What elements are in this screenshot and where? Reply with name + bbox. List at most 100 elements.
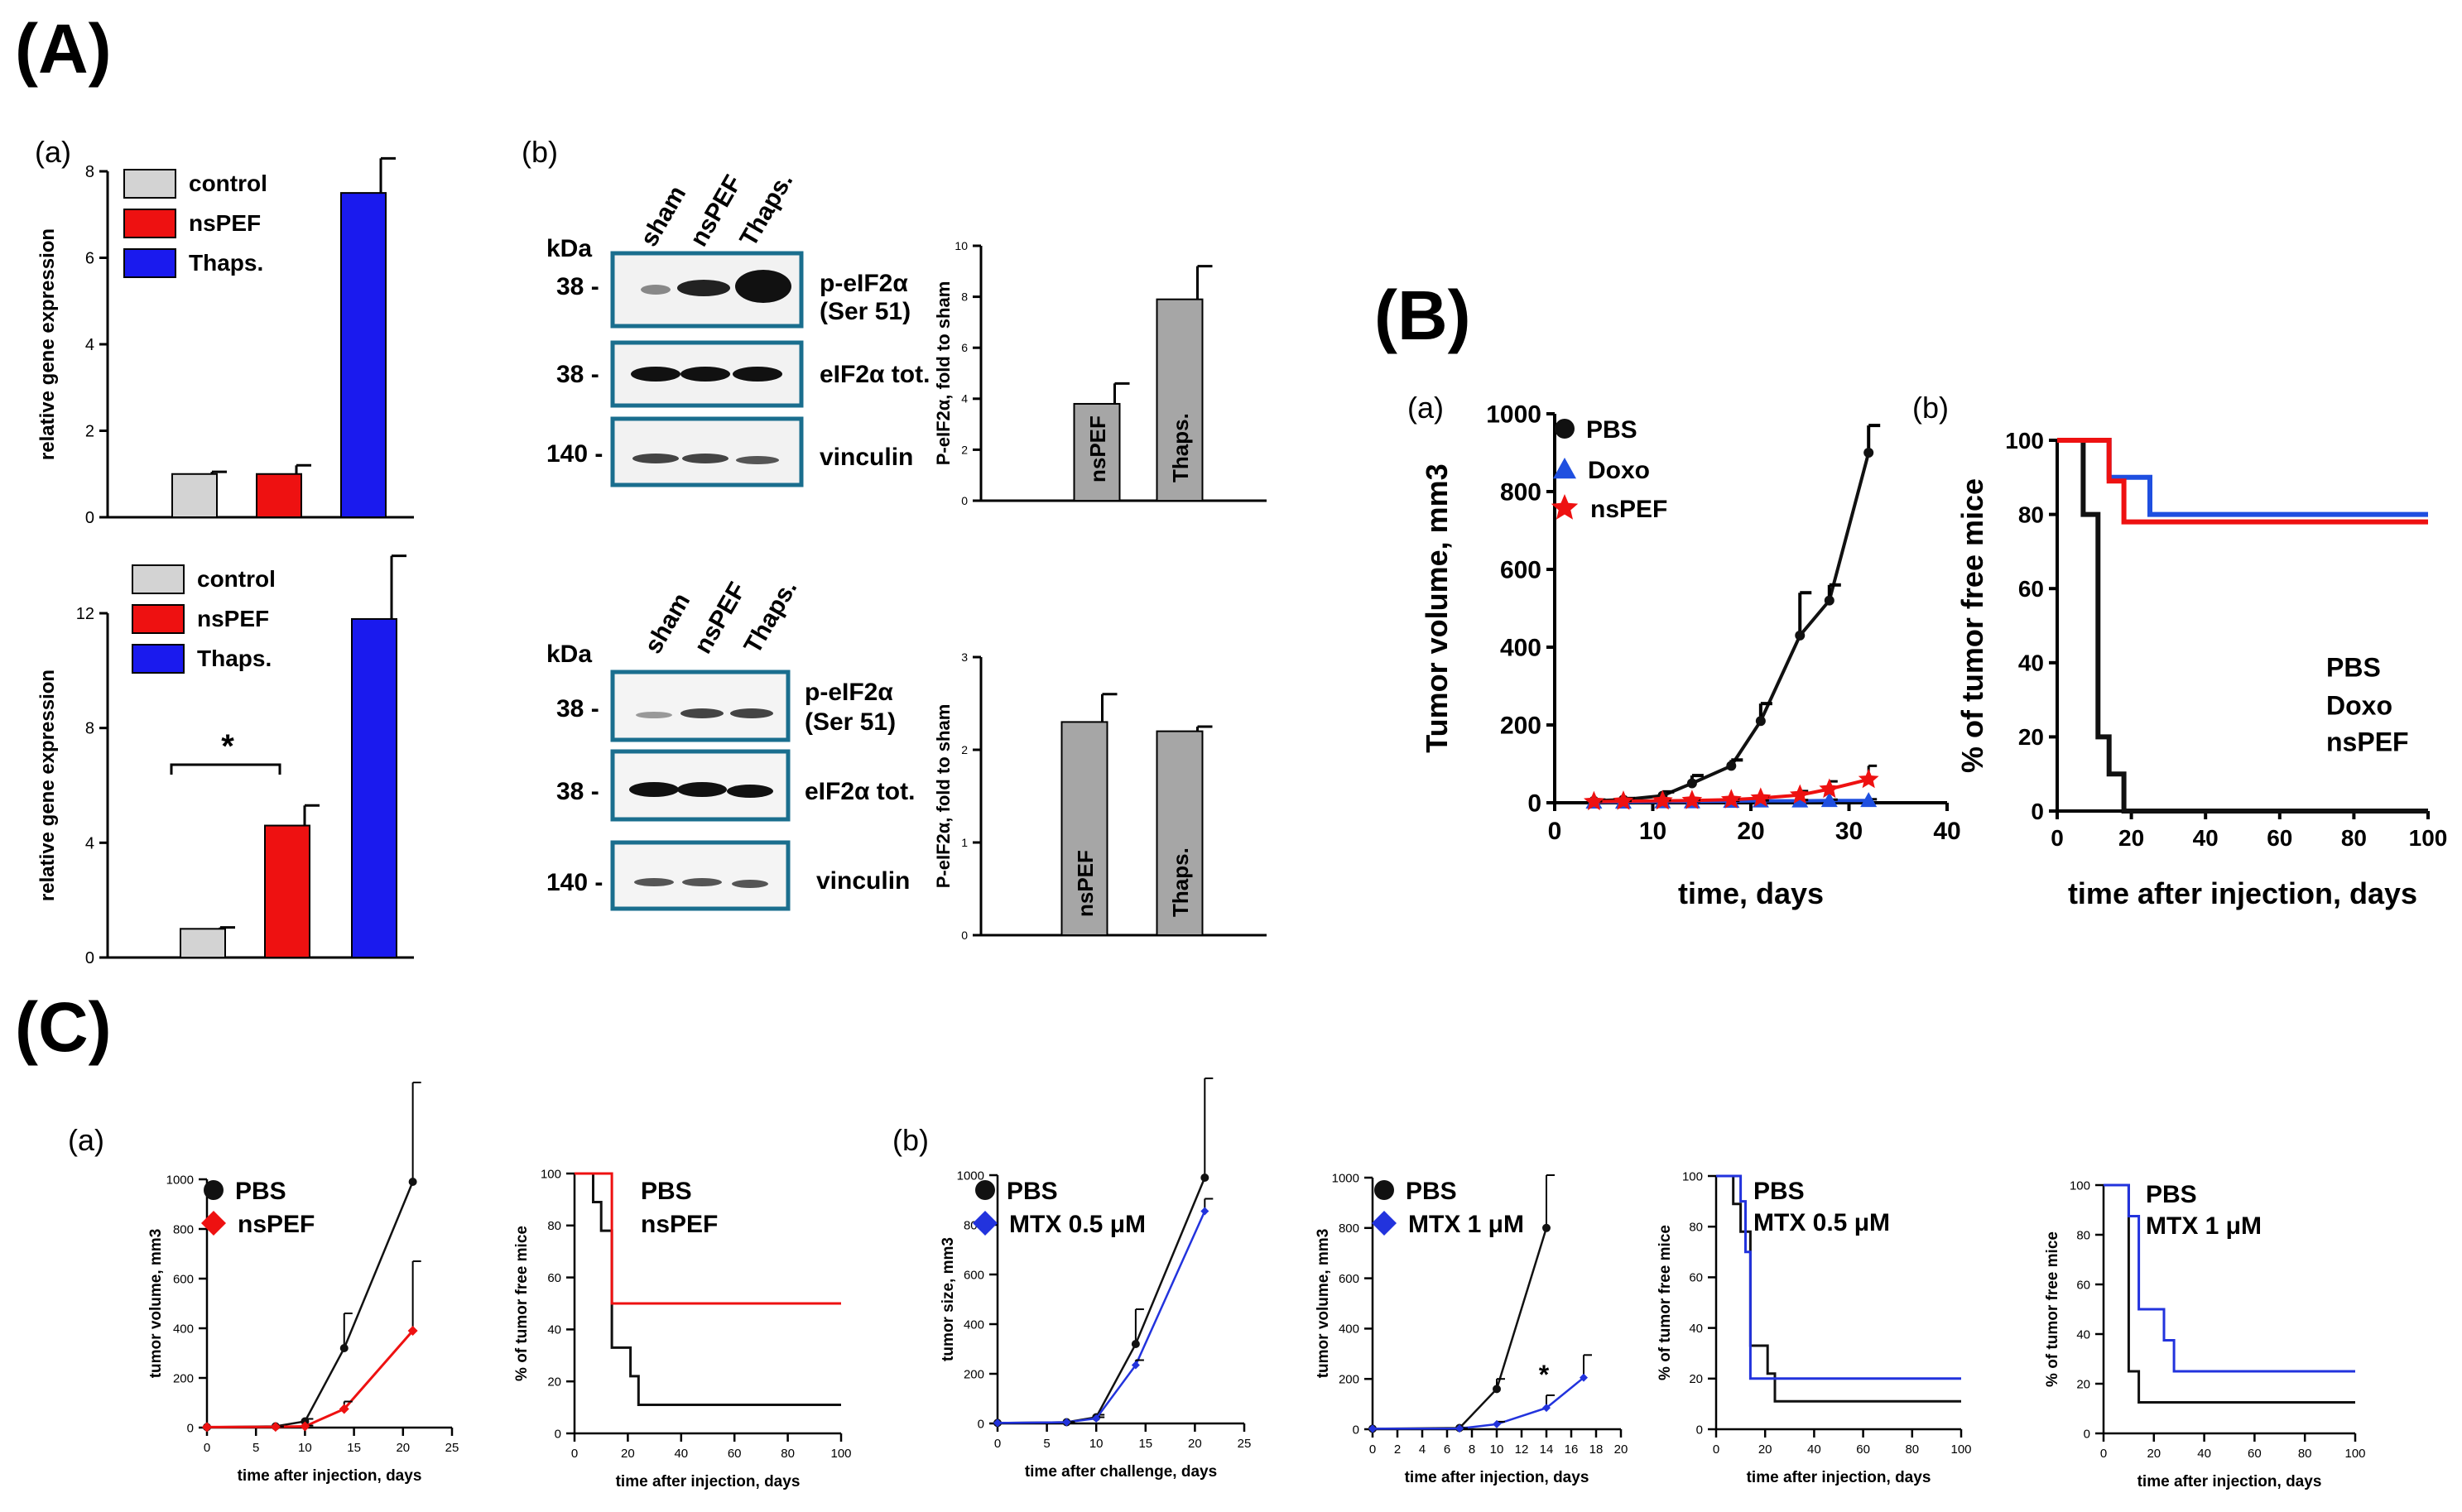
chart-A-b-bottom: 0 1 2 3 P-eIF2α, fold to sham nsPEF Thaps. bbox=[933, 650, 1267, 942]
y-tick-label: 80 bbox=[547, 1219, 561, 1233]
data-point bbox=[1553, 458, 1576, 479]
legend-label-mtx-1-m: MTX 1 μM bbox=[1408, 1211, 1524, 1238]
y-tick-label: 100 bbox=[1682, 1169, 1703, 1183]
legend-label-nspef: nsPEF bbox=[2326, 727, 2409, 757]
bar-control bbox=[171, 473, 218, 518]
data-point bbox=[201, 1211, 226, 1236]
y-axis-label: relative gene expression bbox=[36, 228, 59, 460]
y-tick-label: 80 bbox=[2076, 1228, 2090, 1242]
legend-label-mtx-0-5-m: MTX 0.5 μM bbox=[1009, 1211, 1146, 1238]
bar-nspef bbox=[1060, 721, 1108, 937]
y-tick-label: 200 bbox=[1500, 713, 1541, 740]
x-tick-label: 100 bbox=[830, 1447, 851, 1461]
wb-band bbox=[682, 454, 729, 463]
data-point bbox=[300, 1421, 310, 1432]
x-tick-label: 0 bbox=[994, 1437, 1001, 1451]
data-point bbox=[204, 1180, 224, 1200]
wb-kda-label: kDa bbox=[546, 235, 592, 262]
wb-band bbox=[735, 270, 791, 303]
x-tick-label: 12 bbox=[1515, 1442, 1529, 1457]
y-tick-label: 10 bbox=[955, 239, 968, 252]
wb-lane-label-thaps: Thaps. bbox=[738, 575, 802, 658]
y-tick-label: 20 bbox=[1689, 1372, 1703, 1386]
y-tick-label: 80 bbox=[1689, 1220, 1703, 1234]
charts: 0 2 4 6 8 relative gene expression control nsPE… bbox=[36, 156, 2447, 1490]
x-tick-label: 0 bbox=[571, 1447, 578, 1461]
legend-label-pbs: PBS bbox=[1007, 1178, 1058, 1205]
y-tick-label: 3 bbox=[961, 650, 968, 664]
data-point bbox=[1374, 1180, 1394, 1200]
y-tick-label: 1000 bbox=[1332, 1171, 1359, 1185]
legend-label-nspef: nsPEF bbox=[197, 606, 269, 631]
wb-band-label-ser51: (Ser 51) bbox=[820, 298, 911, 325]
chart-C-a-1: 0 200 400 600 800 1000 0 5 10 15 20 25 time after in… bbox=[147, 1082, 459, 1485]
data-point bbox=[1824, 595, 1834, 606]
bar-thaps bbox=[351, 617, 397, 959]
data-point bbox=[1720, 789, 1742, 809]
x-tick-label: 15 bbox=[1138, 1437, 1152, 1451]
x-tick-label: 4 bbox=[1419, 1442, 1426, 1457]
series-line-mtx-1-m bbox=[1372, 1376, 1584, 1430]
data-point bbox=[1750, 787, 1772, 807]
bar-label-thaps: Thaps. bbox=[1168, 847, 1193, 917]
wb-band-label-p-eif2a: p-eIF2α bbox=[805, 679, 893, 706]
x-tick-label: 80 bbox=[1905, 1442, 1919, 1457]
y-tick-label: 200 bbox=[1339, 1372, 1359, 1386]
y-axis-label: P-eIF2α, fold to sham bbox=[933, 281, 954, 466]
y-tick-label: 20 bbox=[547, 1375, 561, 1389]
y-tick-label: 600 bbox=[964, 1268, 984, 1282]
chart-B-a: 0 200 400 600 800 1000 0 10 20 30 40 time, days Tumo… bbox=[1420, 401, 1961, 911]
y-tick-label: 600 bbox=[1500, 557, 1541, 584]
bar-nspef bbox=[1073, 402, 1121, 502]
wb-lane-label-sham: sham bbox=[639, 588, 695, 658]
y-tick-label: 600 bbox=[173, 1272, 194, 1286]
y-tick-label: 200 bbox=[173, 1371, 194, 1385]
y-tick-label: 0 bbox=[2084, 1427, 2090, 1441]
data-point bbox=[973, 1211, 998, 1236]
x-tick-label: 80 bbox=[2341, 825, 2367, 851]
chart-C-a-2: 0 20 40 60 80 100 0 20 40 60 80 100 time after injec… bbox=[513, 1167, 852, 1490]
western-blot-bottom: kDa sham nsPEF Thaps. 38 - 38 - 140 - p-… bbox=[546, 575, 915, 911]
data-point bbox=[1791, 792, 1809, 808]
legend-label-control: control bbox=[189, 170, 267, 196]
data-point bbox=[1368, 1424, 1377, 1433]
wb-box-p-eif2a bbox=[610, 670, 791, 742]
bar-nspef bbox=[264, 824, 310, 958]
x-tick-label: 25 bbox=[445, 1441, 459, 1455]
x-tick-label: 10 bbox=[1490, 1442, 1504, 1457]
x-tick-label: 40 bbox=[2197, 1447, 2211, 1461]
data-point bbox=[1580, 1373, 1588, 1382]
y-tick-label: 1000 bbox=[957, 1169, 984, 1183]
significance-star: * bbox=[221, 728, 234, 765]
y-tick-label: 80 bbox=[2018, 502, 2044, 527]
y-tick-label: 100 bbox=[2005, 428, 2044, 454]
data-point bbox=[1131, 1340, 1140, 1348]
wb-mw-140: 140 - bbox=[546, 869, 603, 896]
wb-band bbox=[727, 785, 773, 798]
legend-label-pbs: PBS bbox=[1406, 1178, 1457, 1205]
wb-band bbox=[680, 708, 724, 718]
series-line-pbs bbox=[575, 1172, 841, 1406]
wb-band-label-p-eif2a: p-eIF2α bbox=[820, 270, 908, 297]
data-point bbox=[1652, 790, 1673, 810]
wb-mw-38-a: 38 - bbox=[556, 695, 599, 722]
x-tick-label: 0 bbox=[2100, 1447, 2107, 1461]
data-point bbox=[1858, 768, 1879, 789]
data-point bbox=[993, 1418, 1002, 1428]
series-line-pbs bbox=[2057, 438, 2428, 814]
x-tick-label: 20 bbox=[621, 1447, 635, 1461]
series-line-doxo bbox=[2057, 438, 2428, 517]
y-tick-label: 0 bbox=[961, 929, 968, 942]
x-tick-label: 30 bbox=[1835, 818, 1863, 845]
wb-band-label-vinculin: vinculin bbox=[820, 444, 913, 471]
y-axis-label: tumor size, mm3 bbox=[940, 1237, 957, 1361]
chart-C-b-2: 0 200 400 600 800 1000 0 2 4 6 8 10 12 14 16 18 20 time a… bbox=[1315, 1171, 1628, 1486]
data-point bbox=[270, 1422, 281, 1433]
data-point bbox=[1681, 790, 1703, 809]
x-tick-label: 40 bbox=[674, 1447, 688, 1461]
y-tick-label: 20 bbox=[2018, 724, 2044, 750]
subpanel-label-C-a: (a) bbox=[68, 1123, 104, 1157]
y-tick-label: 4 bbox=[85, 834, 94, 852]
y-tick-label: 0 bbox=[187, 1421, 194, 1435]
